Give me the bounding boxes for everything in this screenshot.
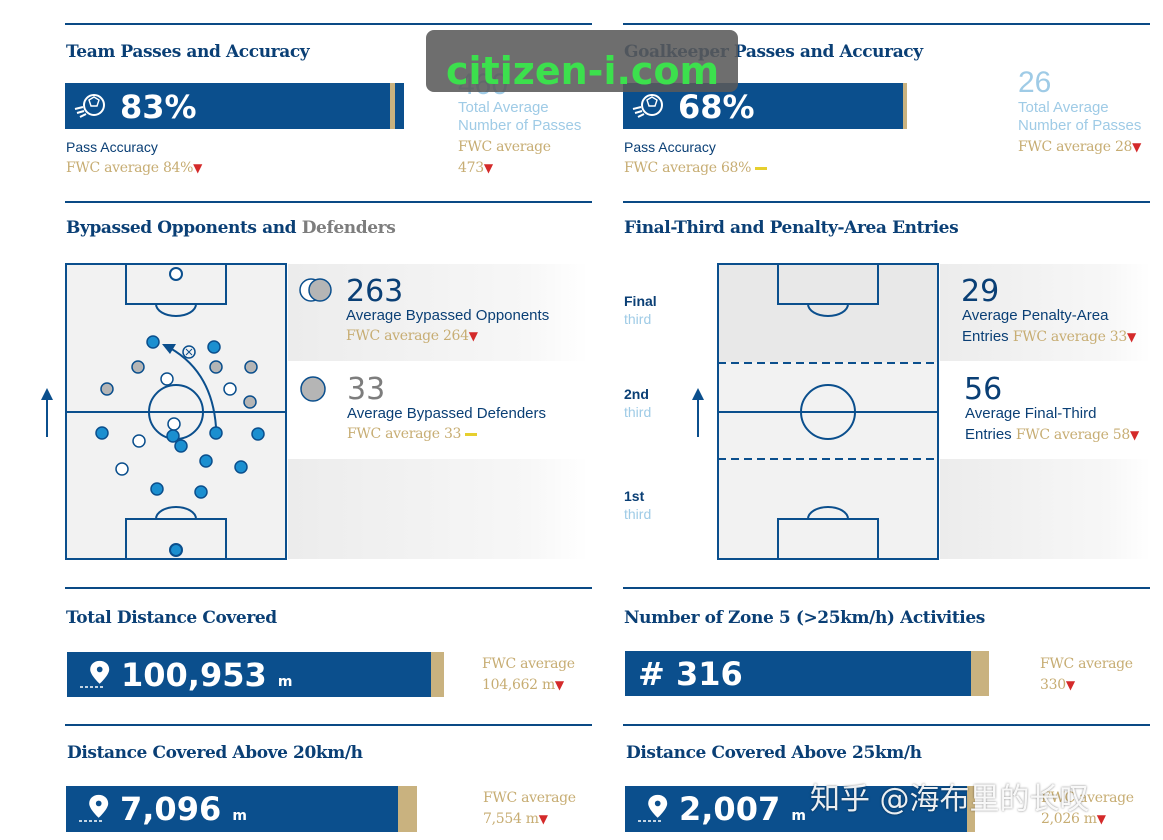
gk-passes-label-2: Number of Passes [1018, 117, 1142, 134]
entries-title: Final-Third and Penalty-Area Entries [624, 218, 959, 238]
down-arrow-icon: ▼ [554, 678, 564, 692]
distance20-fwc-1: FWC average [483, 790, 576, 806]
gk-passes-label-1: Total Average [1018, 99, 1109, 116]
distance25-value: 2,007 m [679, 790, 806, 828]
total-distance-value: 100,953 m [121, 656, 293, 694]
team-accuracy-bar-gold [390, 83, 395, 129]
credit-watermark: 知乎 @海布里的长叹 [810, 782, 1090, 817]
zone5-bar-gold [971, 651, 989, 696]
zone5-title: Number of Zone 5 (>25km/h) Activities [624, 608, 985, 628]
bypassed-panel-bg [288, 459, 588, 559]
down-arrow-icon: ▼ [1130, 428, 1139, 442]
down-arrow-icon: ▼ [1127, 330, 1136, 344]
penalty-entries-label-2: Entries FWC average 33▼ [962, 328, 1136, 345]
total-distance-bar-gold [431, 652, 444, 697]
equal-icon [465, 432, 478, 436]
entries-panel-bg [940, 264, 1150, 361]
team-accuracy-value: 83% [120, 88, 197, 126]
final-entries-label-2: Entries FWC average 58▼ [965, 426, 1139, 443]
final-entries-label-1: Average Final-Third [965, 405, 1097, 422]
gk-accuracy-label: Pass Accuracy [624, 139, 716, 155]
location-pin-icon [80, 660, 110, 688]
team-passes-fwc-1: FWC average [458, 139, 551, 155]
distance25-bar-gold [967, 786, 975, 832]
first-third-label: 1st third [624, 488, 652, 522]
down-arrow-icon: ▼ [1096, 812, 1106, 826]
total-distance-fwc-1: FWC average [482, 656, 575, 672]
gk-accuracy-fwc: FWC average 68% [624, 160, 768, 176]
final-entries-value: 56 [964, 372, 1003, 407]
down-arrow-icon: ▼ [483, 161, 493, 175]
penalty-entries-value: 29 [961, 274, 1000, 309]
total-distance-bar [67, 652, 431, 697]
down-arrow-icon: ▼ [538, 812, 548, 826]
bypassed-defenders-label: Average Bypassed Defenders [347, 405, 547, 422]
bypassed-defenders-icon [300, 376, 326, 402]
watermark-text: citizen-i.com [446, 49, 720, 93]
entries-panel-bg [940, 459, 1150, 559]
final-entries-fwc: FWC average 58▼ [1015, 427, 1139, 443]
bypassed-opponents-value: 263 [346, 274, 404, 309]
final-third-label: Final third [624, 293, 657, 327]
gk-passes-fwc: FWC average 28▼ [1018, 139, 1142, 155]
team-passes-fwc-2: 473▼ [458, 160, 493, 176]
bypassed-title: Bypassed Opponents and Defenders [66, 218, 396, 238]
divider [623, 201, 1150, 203]
down-arrow-icon: ▼ [1065, 678, 1075, 692]
location-pin-icon [79, 794, 109, 822]
down-arrow-icon: ▼ [468, 329, 478, 343]
team-passes-label-1: Total Average [458, 99, 549, 116]
team-passes-title: Team Passes and Accuracy [66, 42, 310, 62]
penalty-entries-label-1: Average Penalty-Area [962, 307, 1109, 324]
entries-pitch-diagram [692, 263, 939, 560]
distance25-fwc-2: 2,026 m▼ [1041, 811, 1106, 827]
distance25-fwc-1: FWC average [1041, 790, 1134, 806]
down-arrow-icon: ▼ [1132, 140, 1142, 154]
zone5-value: # 316 [638, 655, 743, 693]
divider [65, 724, 592, 726]
distance25-title: Distance Covered Above 25km/h [626, 743, 922, 763]
team-accuracy-fwc: FWC average 84%▼ [66, 160, 203, 176]
bypassed-opponents-label: Average Bypassed Opponents [346, 307, 550, 324]
distance20-bar-gold [398, 786, 417, 832]
team-accuracy-bar [65, 83, 390, 129]
gk-accuracy-value: 68% [678, 88, 755, 126]
zone5-fwc-1: FWC average [1040, 656, 1133, 672]
total-distance-fwc-2: 104,662 m▼ [482, 677, 564, 693]
second-third-label: 2nd third [624, 386, 652, 420]
watermark-box [426, 30, 738, 92]
football-icon [632, 94, 663, 118]
gk-accuracy-bar-gold [903, 83, 907, 129]
football-icon [74, 94, 105, 118]
pitch-diagram [41, 263, 287, 560]
down-arrow-icon: ▼ [193, 161, 203, 175]
bypassed-defenders-fwc: FWC average 33 [347, 426, 478, 442]
zone5-fwc-2: 330▼ [1040, 677, 1075, 693]
location-pin-icon [638, 794, 668, 822]
gk-passes-value: 26 [1018, 66, 1052, 99]
distance20-bar [66, 786, 398, 832]
divider [623, 587, 1150, 589]
divider [623, 23, 1150, 25]
bypassed-opponents-fwc: FWC average 264▼ [346, 328, 478, 344]
distance20-value: 7,096 m [120, 790, 247, 828]
team-accuracy-label: Pass Accuracy [66, 139, 158, 155]
divider [65, 23, 592, 25]
distance20-title: Distance Covered Above 20km/h [67, 743, 363, 763]
zone5-bar [625, 651, 971, 696]
divider [623, 724, 1150, 726]
bypassed-opponents-icon [299, 278, 332, 302]
bypassed-defenders-value: 33 [347, 372, 386, 407]
team-accuracy-bar-end [395, 83, 404, 129]
distance25-bar [625, 786, 967, 832]
bypassed-panel-bg [288, 264, 588, 361]
distance20-fwc-2: 7,554 m▼ [483, 811, 548, 827]
penalty-entries-fwc: FWC average 33▼ [1012, 329, 1136, 345]
divider [65, 587, 592, 589]
team-passes-label-2: Number of Passes [458, 117, 582, 134]
total-distance-title: Total Distance Covered [66, 608, 277, 628]
bypassed-panel-bg [288, 361, 588, 459]
divider [65, 201, 592, 203]
equal-icon [755, 166, 768, 170]
